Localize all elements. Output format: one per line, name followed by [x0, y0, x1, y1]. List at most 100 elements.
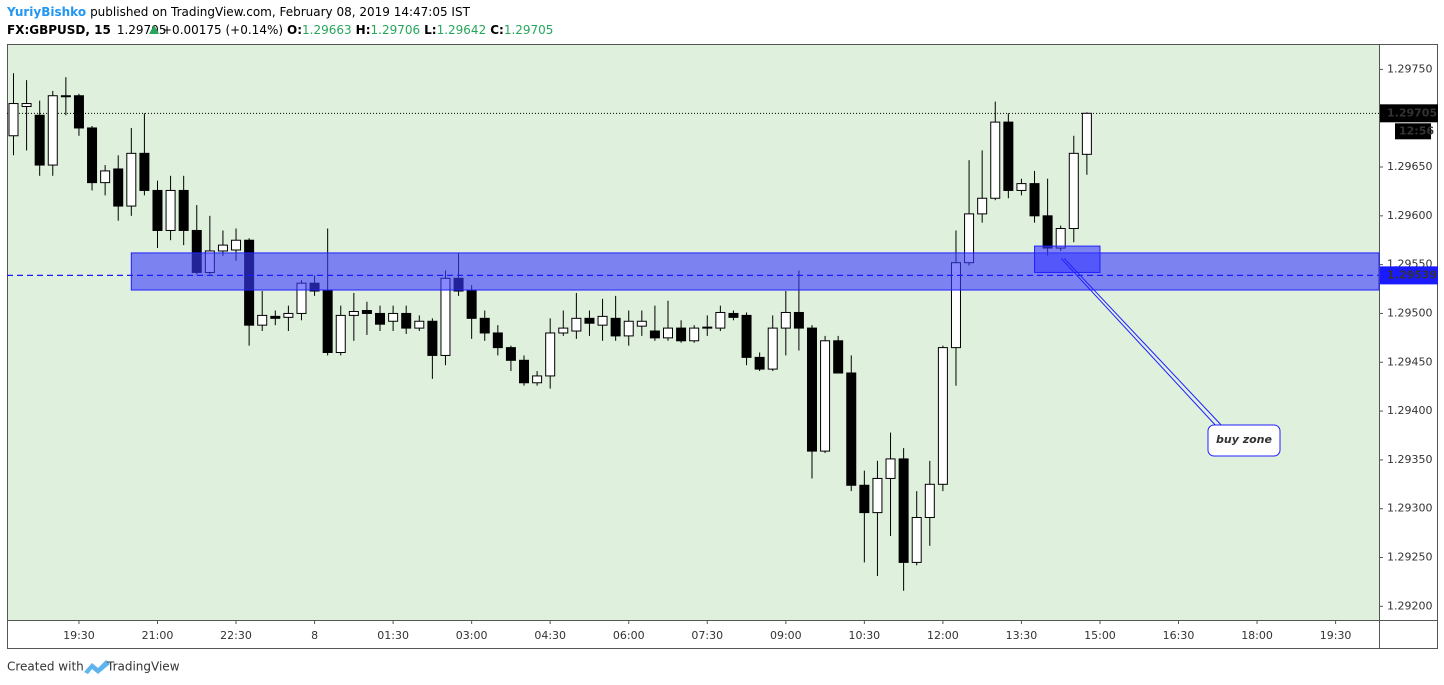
x-tick-label: 01:30: [377, 629, 409, 642]
zone: [130, 252, 1380, 291]
y-tick-label: 1.29500: [1387, 306, 1433, 319]
logo: [84, 660, 110, 674]
x-tick-label: 04:30: [534, 629, 566, 642]
candle-body: [87, 127, 98, 184]
candle-body: [911, 516, 922, 563]
y-tick-label: 1.29400: [1387, 404, 1433, 417]
footer-prefix: Created with: [7, 660, 84, 674]
x-tick-label: 16:30: [1163, 629, 1195, 642]
candle-body: [73, 95, 84, 129]
candle-body: [597, 315, 608, 326]
candle-body: [833, 340, 844, 374]
y-tick-label: 1.29750: [1387, 62, 1433, 75]
candle-body: [715, 311, 726, 329]
candle-body: [335, 314, 346, 354]
candle-body: [1055, 228, 1066, 249]
candle-body: [741, 314, 752, 358]
candle-body: [558, 327, 569, 334]
y-tick-label: 1.29200: [1387, 599, 1433, 612]
x-tick-label: 19:30: [63, 629, 95, 642]
candle-body: [505, 347, 516, 361]
candle-body: [231, 239, 242, 251]
x-tick-label: 09:00: [770, 629, 802, 642]
candle-body: [610, 317, 621, 337]
symbol-line: FX:GBPUSD, 15 1.29705: [7, 23, 166, 37]
candle-body: [676, 327, 687, 342]
x-tick-label: 21:00: [142, 629, 174, 642]
candle-body: [1003, 121, 1014, 191]
callout-box: [1207, 424, 1281, 457]
candle-body: [47, 95, 58, 166]
candle-body: [977, 197, 988, 215]
chart-frame: [7, 44, 1438, 649]
x-tick-label: 15:00: [1084, 629, 1116, 642]
candle-body: [545, 332, 556, 377]
author: YuriyBishko: [6, 5, 86, 19]
candle-body: [780, 311, 791, 329]
candle-body: [649, 330, 660, 339]
candle-body: [113, 168, 124, 207]
x-tick-label: 22:30: [220, 629, 252, 642]
chart-layer: 1.297501.297001.296501.296001.295501.295…: [7, 62, 1438, 642]
candle-body: [793, 311, 804, 329]
symbol: FX:GBPUSD, 15: [7, 23, 111, 37]
candle-body: [270, 315, 281, 319]
candle-body: [126, 152, 137, 207]
ohlc-label: O:: [287, 23, 302, 37]
y-tick-label: 1.29600: [1387, 209, 1433, 222]
last-price-label: 1.29705: [1387, 106, 1437, 119]
candle-body: [728, 312, 739, 318]
candle-body: [414, 320, 425, 329]
candle-body: [427, 320, 438, 356]
x-tick-label: 8: [311, 629, 318, 642]
x-tick-label: 07:30: [691, 629, 723, 642]
y-tick-label: 1.29450: [1387, 355, 1433, 368]
candle-body: [348, 310, 359, 316]
candle-body: [754, 356, 765, 370]
candle-body: [479, 317, 490, 334]
ohlc-label: H:: [356, 23, 371, 37]
candle-body: [584, 317, 595, 324]
x-tick-label: 13:30: [1006, 629, 1038, 642]
x-tick-label: 10:30: [848, 629, 880, 642]
change-line: +0.00175 (+0.14%) O:1.29663 H:1.29706 L:1.2…: [162, 23, 553, 37]
candle-body: [990, 121, 1001, 199]
candle-body: [532, 375, 543, 384]
candle-body: [8, 103, 19, 137]
candle-body: [100, 170, 111, 184]
change: +0.00175 (+0.14%): [162, 23, 283, 37]
footer-brand: TradingView: [106, 660, 180, 674]
published: published on TradingView.com, February 0…: [90, 5, 471, 19]
candle-body: [152, 189, 163, 231]
candle-body: [361, 310, 372, 314]
candle-body: [283, 312, 294, 318]
x-tick-label: 18:00: [1241, 629, 1273, 642]
candle-body: [806, 327, 817, 452]
x-tick-label: 19:30: [1320, 629, 1352, 642]
x-tick-label: 12:00: [927, 629, 959, 642]
candle-body: [689, 327, 700, 342]
candle-body: [885, 458, 896, 479]
callout-leader: [1060, 258, 1225, 429]
y-tick-label: 1.29300: [1387, 502, 1433, 515]
candle-body: [872, 477, 883, 514]
ohlc-value: 1.29705: [504, 23, 554, 37]
candle-body: [1081, 112, 1092, 155]
y-tick-label: 1.29350: [1387, 453, 1433, 466]
candle-body: [217, 244, 228, 252]
candle-body: [375, 312, 386, 325]
candle-body: [388, 312, 399, 322]
candle-body: [21, 103, 32, 107]
annotation: buy zone: [1216, 433, 1272, 446]
countdown-box: [1395, 123, 1431, 140]
candle-body: [60, 95, 71, 98]
candle-body: [322, 290, 333, 354]
candle-body: [257, 314, 268, 326]
candle-body: [702, 326, 713, 329]
ohlc-label: L:: [424, 23, 436, 37]
candle-body: [34, 114, 45, 166]
last-price-box: [1380, 104, 1438, 123]
candle-body: [898, 458, 909, 563]
candle-body: [401, 312, 412, 329]
